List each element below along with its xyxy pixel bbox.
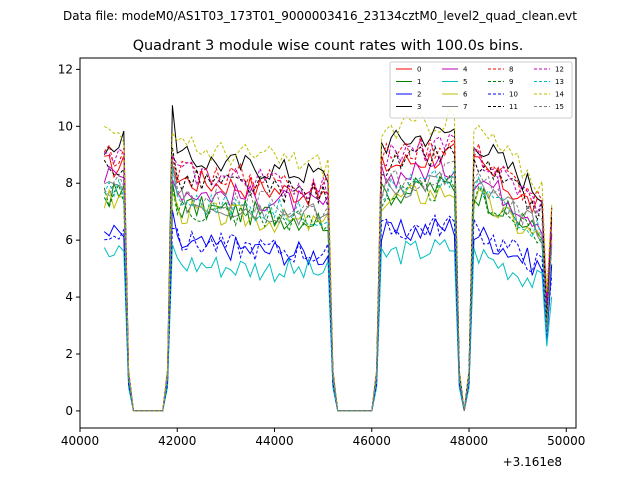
legend-label-9: 9 [509, 78, 513, 86]
legend-label-0: 0 [417, 66, 421, 74]
legend-box [389, 61, 573, 119]
y-tick-label: 2 [65, 347, 73, 361]
y-tick-label: 8 [65, 176, 73, 190]
legend-label-7: 7 [463, 103, 467, 111]
chart-title: Quadrant 3 module wise count rates with … [133, 38, 524, 54]
plot-border [79, 57, 577, 429]
legend-label-13: 13 [555, 78, 564, 86]
series-layer [103, 105, 553, 412]
series-line-15 [103, 159, 553, 412]
y-tick-label: 6 [65, 233, 73, 247]
y-tick-label: 10 [58, 119, 73, 133]
legend-label-8: 8 [509, 66, 513, 74]
series-line-9 [103, 174, 553, 412]
series-line-5 [103, 238, 553, 412]
legend-label-5: 5 [463, 78, 467, 86]
legend-label-4: 4 [463, 66, 468, 74]
x-tick-label: 50000 [547, 434, 585, 448]
x-tick-label: 42000 [158, 434, 196, 448]
legend-label-15: 15 [555, 103, 564, 111]
x-tick-label: 40000 [61, 434, 99, 448]
y-tick-label: 4 [65, 290, 73, 304]
series-line-13 [103, 166, 553, 412]
series-line-10 [104, 213, 553, 412]
y-tick-label: 0 [65, 404, 73, 418]
series-line-12 [104, 133, 553, 412]
legend-label-3: 3 [417, 103, 421, 111]
x-offset-label: +3.161e8 [503, 455, 562, 469]
x-tick-label: 48000 [450, 434, 488, 448]
legend-label-12: 12 [555, 66, 564, 74]
legend-label-1: 1 [417, 78, 421, 86]
y-tick-label: 12 [58, 62, 73, 76]
figure-suptitle: Data file: modeM0/AS1T03_173T01_90000034… [63, 9, 577, 23]
legend-label-14: 14 [555, 91, 564, 99]
legend-label-6: 6 [463, 91, 468, 99]
x-tick-label: 46000 [353, 434, 391, 448]
series-line-8 [103, 137, 553, 412]
legend-label-2: 2 [417, 91, 421, 99]
legend-label-10: 10 [509, 91, 518, 99]
legend-label-11: 11 [509, 103, 518, 111]
series-line-14 [104, 106, 553, 412]
x-tick-label: 44000 [255, 434, 293, 448]
